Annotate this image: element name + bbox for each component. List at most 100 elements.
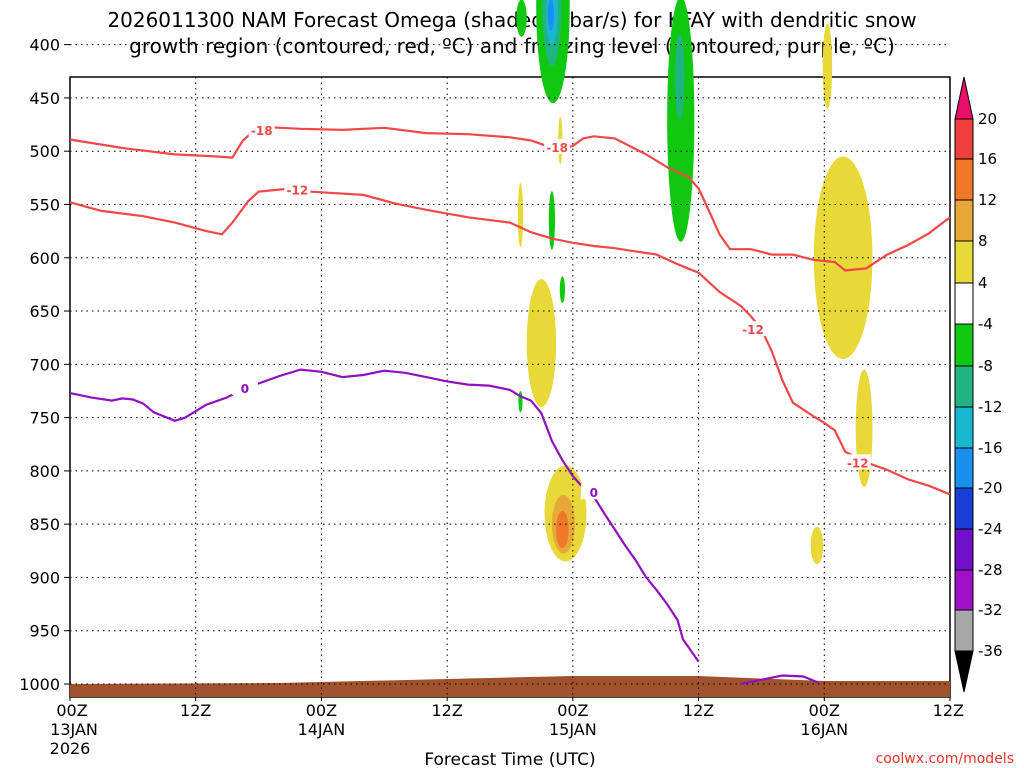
y-tick-label: 500 bbox=[29, 142, 60, 161]
colorbar-top-arrow bbox=[954, 76, 974, 120]
y-tick-label: 1000 bbox=[19, 675, 60, 694]
credit-text: coolwx.com/models bbox=[876, 751, 1014, 767]
omega-blob-green-small bbox=[516, 0, 527, 37]
x-tick-date: 16JAN bbox=[800, 720, 848, 739]
colorbar-swatch bbox=[954, 118, 974, 160]
freezing-level-contour bbox=[69, 368, 700, 663]
colorbar-swatch bbox=[954, 158, 974, 201]
colorbar-bottom-arrow bbox=[954, 650, 974, 693]
dgz-label-minus18-b-bg bbox=[544, 138, 571, 154]
omega-blob-green-dot bbox=[559, 276, 566, 304]
omega-blob-orange-low bbox=[556, 510, 569, 549]
dgz-label-minus18-a-group: -18 bbox=[248, 121, 275, 138]
x-tick-year: 2026 bbox=[50, 739, 91, 758]
dgz-label-minus12-b-group: -12 bbox=[740, 321, 767, 337]
colorbar-label: 12 bbox=[978, 191, 997, 209]
x-tick-time: 00Z bbox=[809, 701, 840, 720]
y-tick-label: 800 bbox=[29, 462, 60, 481]
dgz-label-minus12-b-bg bbox=[740, 321, 767, 337]
x-tick-time: 12Z bbox=[180, 701, 211, 720]
freezing-label-a-bg bbox=[231, 379, 258, 395]
x-tick-time: 00Z bbox=[557, 701, 588, 720]
omega-blob-teal-second bbox=[675, 33, 685, 120]
dgz-label-minus18-b-group: -18 bbox=[544, 138, 571, 155]
colorbar-swatch bbox=[954, 609, 974, 652]
y-tick-label: 950 bbox=[29, 622, 60, 641]
y-tick-label: 900 bbox=[29, 568, 60, 587]
dgz-label-minus12-a-group: -12 bbox=[284, 181, 311, 198]
colorbar-label: -4 bbox=[978, 315, 993, 333]
colorbar-swatch bbox=[954, 528, 974, 571]
terrain-ground bbox=[70, 676, 950, 697]
omega-blob-blue bbox=[547, 0, 554, 31]
omega-blob-yellow-thin bbox=[517, 183, 524, 248]
colorbar: 20 16 12 8 4 -4 -8 -12 -16 -20 -24 -28 -32 -36 bbox=[954, 76, 1003, 693]
colorbar-swatch bbox=[954, 282, 974, 325]
colorbar-swatch bbox=[954, 447, 974, 489]
chart-title-line2: growth region (contoured, red, ºC) and f… bbox=[129, 34, 895, 58]
dgz-label-minus18-a-bg bbox=[248, 121, 275, 137]
x-tick-date: 14JAN bbox=[298, 720, 346, 739]
freezing-level-arc bbox=[740, 674, 820, 686]
y-tick-label: 700 bbox=[29, 355, 60, 374]
dgz-label-minus18-a: -18 bbox=[251, 124, 273, 138]
dgz-label-minus12-c-bg bbox=[844, 454, 871, 470]
colorbar-label: -36 bbox=[978, 642, 1003, 660]
y-tick-label: 400 bbox=[29, 36, 60, 55]
x-tick-time: 00Z bbox=[306, 701, 337, 720]
colorbar-label: 20 bbox=[978, 110, 997, 128]
omega-blob-yellow-east-top bbox=[822, 23, 833, 109]
x-tick-date: 13JAN bbox=[50, 720, 98, 739]
freezing-label-b-bg bbox=[580, 484, 607, 500]
y-axis: 2503003504004505005506006507007508008509… bbox=[19, 0, 70, 694]
y-tick-label: 450 bbox=[29, 89, 60, 108]
y-tick-label: 350 bbox=[29, 0, 60, 1]
omega-blob-yellow-east bbox=[813, 156, 873, 359]
colorbar-swatch bbox=[954, 406, 974, 449]
colorbar-swatch bbox=[954, 487, 974, 530]
dgz-label-minus12-c: -12 bbox=[847, 456, 869, 470]
y-tick-label: 750 bbox=[29, 409, 60, 428]
freezing-label-a-group: 0 bbox=[231, 379, 258, 396]
colorbar-swatch bbox=[954, 569, 974, 611]
plot-area: -18 -18 -12 -12 -12 0 0 bbox=[69, 0, 951, 698]
x-tick-time: 12Z bbox=[683, 701, 714, 720]
colorbar-label: 16 bbox=[978, 150, 997, 168]
omega-blob-green-second bbox=[667, 0, 695, 242]
y-tick-label: 850 bbox=[29, 515, 60, 534]
x-tick-time: 00Z bbox=[56, 701, 87, 720]
x-tick-date: 15JAN bbox=[549, 720, 597, 739]
x-tick-time: 12Z bbox=[431, 701, 462, 720]
x-tick-time: 12Z bbox=[933, 701, 964, 720]
freezing-label-b-group: 0 bbox=[580, 484, 607, 500]
colorbar-label: -28 bbox=[978, 561, 1003, 579]
dgz-label-minus12-c-group: -12 bbox=[844, 454, 871, 470]
dgz-minus12-contour bbox=[69, 187, 951, 496]
colorbar-label: -20 bbox=[978, 479, 1003, 497]
y-tick-label: 600 bbox=[29, 249, 60, 268]
dgz-label-minus12-b: -12 bbox=[742, 323, 764, 337]
colorbar-swatch bbox=[954, 240, 974, 284]
colorbar-label: -12 bbox=[978, 398, 1003, 416]
x-axis-title: Forecast Time (UTC) bbox=[424, 750, 595, 768]
colorbar-swatch bbox=[954, 199, 974, 242]
y-tick-label: 650 bbox=[29, 302, 60, 321]
freezing-label-a: 0 bbox=[241, 382, 249, 396]
colorbar-label: -24 bbox=[978, 520, 1003, 538]
omega-blob-yellow-east-low bbox=[810, 526, 824, 565]
colorbar-swatch bbox=[954, 365, 974, 408]
dgz-label-minus12-a: -12 bbox=[286, 184, 308, 198]
colorbar-label: -32 bbox=[978, 601, 1003, 619]
dgz-label-minus18-b: -18 bbox=[546, 141, 568, 155]
chart-title-line1: 2026011300 NAM Forecast Omega (shaded, μ… bbox=[107, 8, 916, 32]
colorbar-swatch bbox=[954, 323, 974, 367]
omega-blob-green-mid bbox=[548, 191, 556, 250]
colorbar-label: 4 bbox=[978, 274, 988, 292]
freezing-label-b: 0 bbox=[590, 486, 598, 500]
colorbar-label: -16 bbox=[978, 439, 1003, 457]
colorbar-label: 8 bbox=[978, 232, 988, 250]
y-tick-label: 550 bbox=[29, 195, 60, 214]
dgz-label-minus12-a-bg bbox=[284, 181, 311, 197]
